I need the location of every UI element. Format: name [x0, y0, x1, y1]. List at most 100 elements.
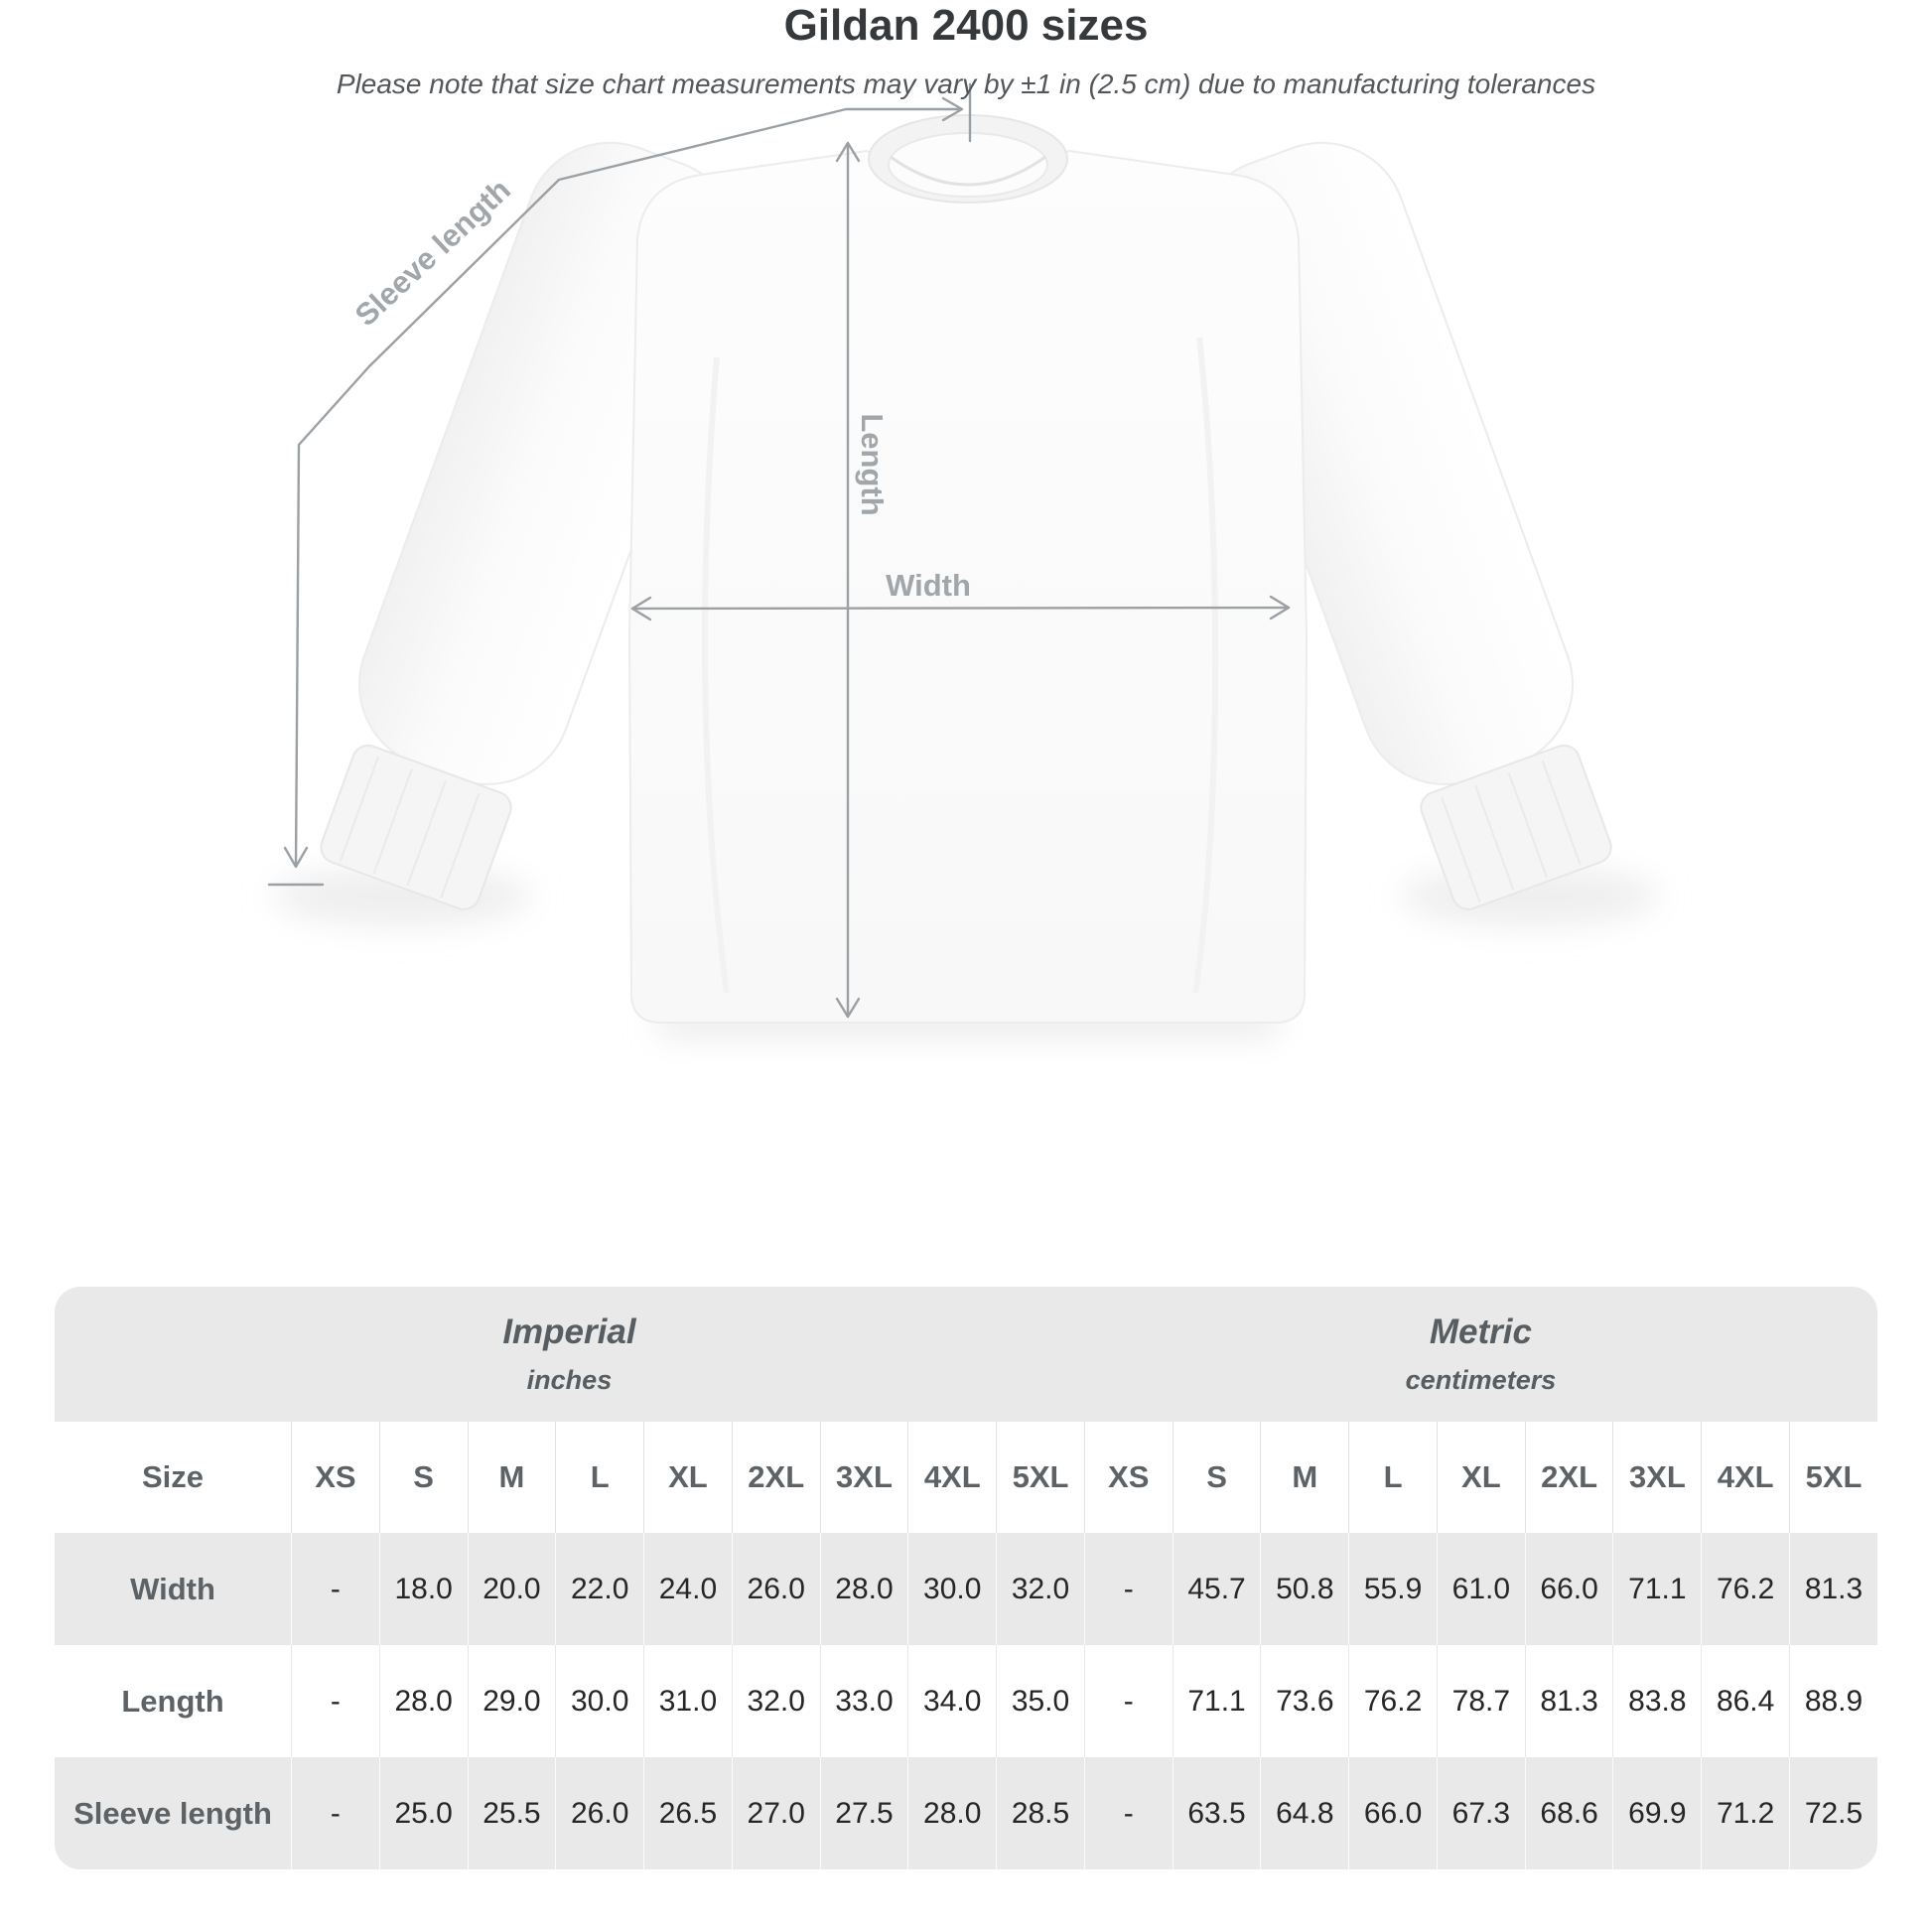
shirt-collar: [868, 114, 1068, 204]
col-header: S: [1172, 1422, 1261, 1533]
col-header: 5XL: [1789, 1422, 1877, 1533]
row-label: Width: [130, 1571, 215, 1606]
table-cell: 28.0: [819, 1533, 908, 1645]
table-cell: 61.0: [1436, 1533, 1525, 1645]
table-cell: 78.7: [1436, 1645, 1525, 1757]
col-header: 3XL: [819, 1422, 908, 1533]
table-cell: 25.5: [467, 1757, 556, 1869]
table-row-sleeve-length: Sleeve length - 25.0 25.5 26.0 26.5 27.0…: [55, 1757, 1877, 1869]
measurement-lines: [267, 82, 1291, 1019]
table-cell: 67.3: [1436, 1757, 1525, 1869]
table-row-length: Length - 28.0 29.0 30.0 31.0 32.0 33.0 3…: [55, 1645, 1877, 1757]
table-cell: 66.0: [1348, 1757, 1437, 1869]
size-table-container: Imperial inches Metric centimeters Size …: [55, 1287, 1877, 1869]
page-title: Gildan 2400 sizes: [783, 1, 1149, 50]
table-cell: 76.2: [1348, 1645, 1437, 1757]
heading: Gildan 2400 sizes Please note that size …: [0, 0, 1932, 101]
shirt-illustration: [320, 114, 1612, 1024]
table-cell: 32.0: [996, 1533, 1084, 1645]
unit-group-imperial: Imperial inches: [55, 1287, 1084, 1422]
table-cell: -: [291, 1533, 379, 1645]
table-cell: 55.9: [1348, 1533, 1437, 1645]
metric-unit: centimeters: [1405, 1365, 1557, 1395]
table-cell: 26.5: [643, 1757, 732, 1869]
table-cell: 69.9: [1612, 1757, 1701, 1869]
sleeve-length-arrow: [267, 82, 972, 887]
col-header: 4XL: [907, 1422, 996, 1533]
table-cell: 29.0: [467, 1645, 556, 1757]
table-cell: 72.5: [1789, 1757, 1877, 1869]
col-header: 2XL: [1524, 1422, 1613, 1533]
col-header: XS: [291, 1422, 379, 1533]
table-cell: 71.2: [1701, 1757, 1789, 1869]
table-cell: 64.8: [1260, 1757, 1348, 1869]
table-cell: 18.0: [378, 1533, 468, 1645]
imperial-heading: Imperial: [502, 1312, 636, 1351]
length-label: Length: [855, 413, 890, 515]
table-cell: 26.0: [731, 1533, 820, 1645]
table-cell: -: [291, 1757, 379, 1869]
table-cell: -: [1083, 1757, 1173, 1869]
table-cell: -: [1083, 1533, 1173, 1645]
col-header: L: [1348, 1422, 1437, 1533]
table-cell: 68.6: [1524, 1757, 1613, 1869]
col-header: 3XL: [1612, 1422, 1701, 1533]
metric-heading: Metric: [1429, 1312, 1532, 1351]
width-label: Width: [886, 568, 971, 603]
size-header-row: Size XS S M L XL 2XL 3XL 4XL 5XL XS S M …: [55, 1422, 1877, 1533]
table-cell: 30.0: [555, 1645, 643, 1757]
size-diagram: Sleeve length Length Width: [267, 82, 1659, 1038]
table-cell: 35.0: [996, 1645, 1084, 1757]
col-header: XL: [643, 1422, 732, 1533]
page-subtitle: Please note that size chart measurements…: [336, 69, 1596, 99]
width-arrow: [630, 595, 1291, 621]
table-cell: 83.8: [1612, 1645, 1701, 1757]
table-cell: 27.0: [731, 1757, 820, 1869]
table-cell: 22.0: [555, 1533, 643, 1645]
table-cell: 34.0: [907, 1645, 996, 1757]
col-header: XL: [1436, 1422, 1525, 1533]
row-label: Length: [121, 1683, 224, 1719]
col-header: M: [1260, 1422, 1348, 1533]
table-cell: 25.0: [378, 1757, 468, 1869]
length-arrow: [835, 141, 861, 1019]
table-cell: 28.0: [907, 1757, 996, 1869]
table-cell: 28.5: [996, 1757, 1084, 1869]
imperial-unit: inches: [526, 1365, 613, 1395]
col-header: M: [467, 1422, 556, 1533]
table-cell: 73.6: [1260, 1645, 1348, 1757]
table-cell: 31.0: [643, 1645, 732, 1757]
table-cell: 28.0: [378, 1645, 468, 1757]
row-label: Sleeve length: [73, 1795, 272, 1831]
col-header: XS: [1083, 1422, 1173, 1533]
table-cell: 45.7: [1172, 1533, 1261, 1645]
col-header: S: [378, 1422, 468, 1533]
table-cell: 71.1: [1172, 1645, 1261, 1757]
table-cell: 81.3: [1524, 1645, 1613, 1757]
col-header: 5XL: [996, 1422, 1084, 1533]
shirt-torso: [627, 149, 1309, 1024]
table-cell: 26.0: [555, 1757, 643, 1869]
table-cell: 20.0: [467, 1533, 556, 1645]
table-cell: 30.0: [907, 1533, 996, 1645]
unit-group-row: Imperial inches Metric centimeters: [55, 1287, 1877, 1422]
size-table: Imperial inches Metric centimeters Size …: [55, 1287, 1877, 1869]
table-cell: 63.5: [1172, 1757, 1261, 1869]
col-header: L: [555, 1422, 643, 1533]
table-cell: 86.4: [1701, 1645, 1789, 1757]
table-cell: 81.3: [1789, 1533, 1877, 1645]
size-header: Size: [141, 1459, 205, 1494]
table-row-width: Width - 18.0 20.0 22.0 24.0 26.0 28.0 30…: [55, 1533, 1877, 1645]
table-cell: -: [1083, 1645, 1173, 1757]
table-cell: 32.0: [731, 1645, 820, 1757]
col-header: 4XL: [1701, 1422, 1789, 1533]
table-cell: 66.0: [1524, 1533, 1613, 1645]
unit-group-metric: Metric centimeters: [1083, 1287, 1877, 1422]
table-cell: -: [291, 1645, 379, 1757]
table-cell: 27.5: [819, 1757, 908, 1869]
table-cell: 50.8: [1260, 1533, 1348, 1645]
table-cell: 71.1: [1612, 1533, 1701, 1645]
table-cell: 76.2: [1701, 1533, 1789, 1645]
table-cell: 33.0: [819, 1645, 908, 1757]
